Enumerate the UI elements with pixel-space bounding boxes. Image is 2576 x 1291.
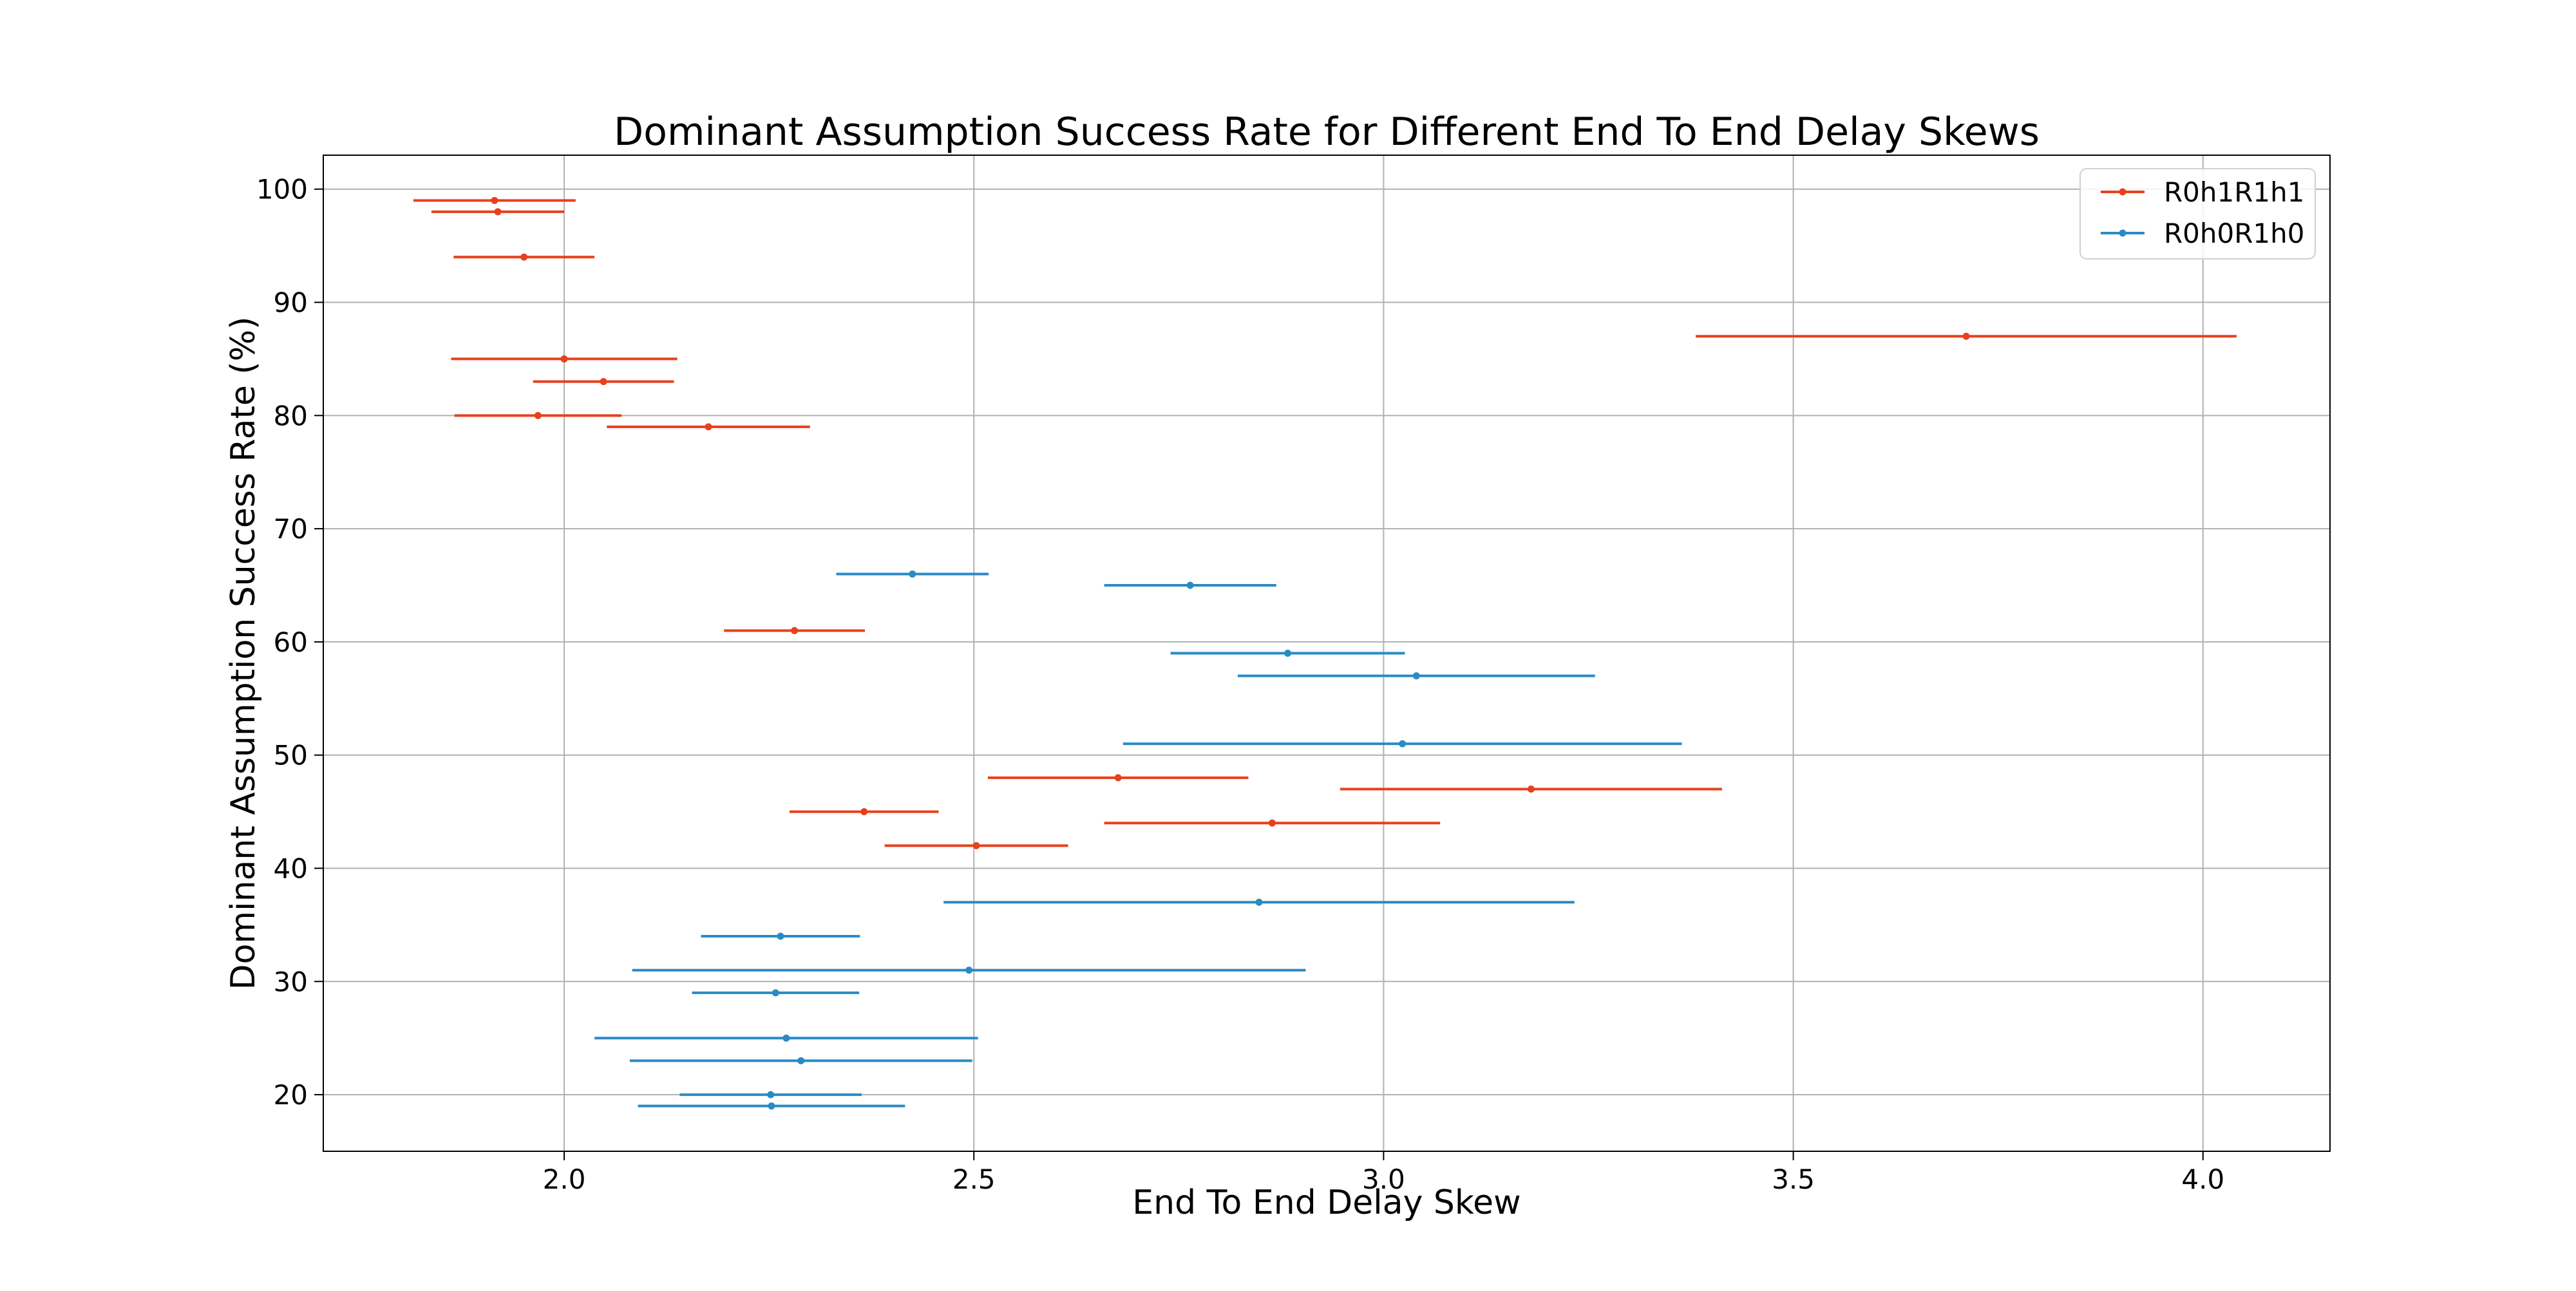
legend-swatch-marker — [2119, 229, 2126, 237]
data-point — [491, 196, 498, 204]
y-tick-label: 70 — [274, 513, 308, 545]
data-point — [791, 627, 799, 634]
x-axis-label: End To End Delay Skew — [1132, 1183, 1520, 1222]
y-tick-label: 80 — [274, 400, 308, 431]
data-point — [767, 1091, 775, 1098]
y-tick-label: 60 — [274, 627, 308, 658]
data-point — [534, 411, 542, 419]
y-tick-label: 100 — [256, 174, 308, 205]
data-point — [494, 208, 502, 216]
data-point — [1268, 819, 1276, 827]
data-point — [909, 570, 916, 578]
y-axis-label: Dominant Assumption Success Rate (%) — [224, 317, 263, 990]
chart-legend: R0h1R1h1 R0h0R1h0 — [2079, 168, 2316, 259]
x-tick-label: 3.0 — [1362, 1164, 1405, 1195]
data-point — [560, 355, 568, 363]
x-tick-label: 3.5 — [1772, 1164, 1815, 1195]
legend-label: R0h1R1h1 — [2164, 176, 2305, 208]
data-point — [768, 1102, 775, 1110]
data-point — [600, 378, 607, 386]
y-tick-label: 50 — [274, 740, 308, 771]
axis-ticks: 2.0 2.5 3.0 3.5 4.0 20 30 40 50 60 70 80 90 100 — [256, 174, 2224, 1195]
data-point — [705, 423, 712, 431]
x-tick-label: 2.5 — [952, 1164, 996, 1195]
data-point — [797, 1057, 805, 1064]
y-tick-label: 20 — [274, 1079, 308, 1111]
grid-lines — [323, 155, 2330, 1151]
data-point — [777, 932, 784, 940]
data-point — [1114, 774, 1122, 782]
data-point — [965, 966, 973, 974]
data-point — [860, 808, 868, 816]
x-tick-label: 2.0 — [543, 1164, 586, 1195]
data-point — [1412, 672, 1420, 680]
data-point — [972, 842, 980, 849]
series-R0h1R1h1 — [413, 196, 2237, 849]
data-point — [1255, 898, 1263, 906]
data-point — [1399, 740, 1406, 748]
y-tick-label: 90 — [274, 287, 308, 319]
data-point — [772, 989, 779, 997]
data-point — [1962, 332, 1970, 340]
chart-title: Dominant Assumption Success Rate for Dif… — [614, 109, 2040, 155]
data-point — [782, 1034, 790, 1042]
data-series — [413, 196, 2237, 1110]
legend-swatch-marker — [2119, 188, 2126, 196]
y-tick-label: 40 — [274, 853, 308, 885]
x-tick-label: 4.0 — [2181, 1164, 2224, 1195]
data-point — [1527, 785, 1535, 793]
data-point — [1186, 581, 1194, 589]
legend-label: R0h0R1h0 — [2164, 218, 2305, 249]
series-R0h0R1h0 — [594, 570, 1682, 1110]
plot-area-frame — [323, 155, 2331, 1152]
data-point — [520, 253, 528, 261]
y-tick-label: 30 — [274, 966, 308, 997]
data-point — [1284, 650, 1292, 657]
